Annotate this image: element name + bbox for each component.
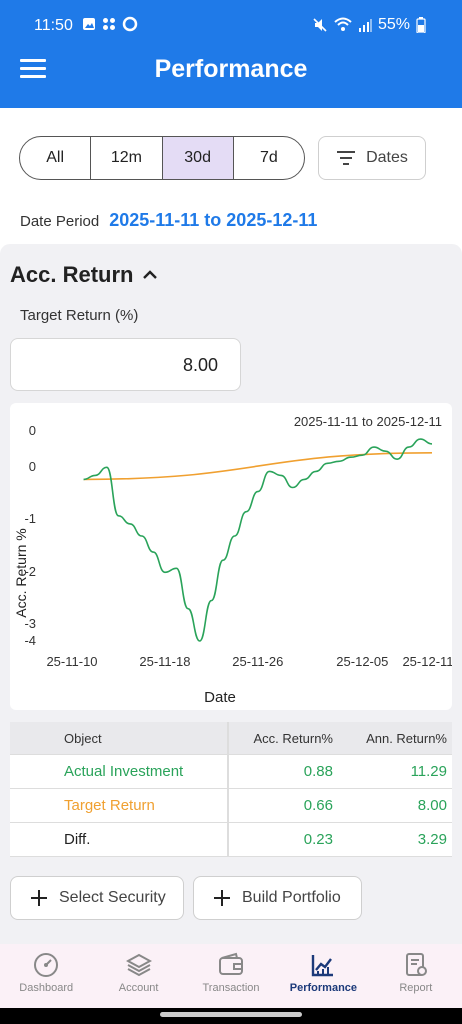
column-header-ann-return: Ann. Return% — [366, 730, 447, 746]
nav-report[interactable]: Report — [370, 944, 462, 1010]
y-tick-label: -2 — [24, 564, 36, 579]
dates-button[interactable]: Dates — [318, 136, 426, 180]
y-tick-label: -1 — [24, 511, 36, 526]
nav-transaction[interactable]: Transaction — [185, 944, 277, 1010]
layers-icon — [125, 953, 152, 977]
nav-dashboard-label: Dashboard — [19, 982, 74, 994]
circle-icon — [122, 16, 138, 32]
row-actual-name: Actual Investment — [10, 755, 229, 788]
date-period: Date Period 2025-11-11 to 2025-12-11 — [20, 210, 317, 231]
nav-account-label: Account — [118, 982, 159, 994]
date-period-value[interactable]: 2025-11-11 to 2025-12-11 — [109, 210, 318, 230]
x-tick-label: 25-11-10 — [46, 654, 97, 669]
row-actual-ann: 11.29 — [410, 763, 447, 780]
column-header-object: Object — [10, 722, 229, 754]
date-period-label: Date Period — [20, 213, 100, 230]
page-title: Performance — [154, 55, 308, 83]
gauge-icon — [34, 953, 59, 977]
battery-text: 55% — [377, 16, 410, 33]
chart-title: 2025-11-11 to 2025-12-11 — [294, 414, 442, 429]
build-portfolio-button[interactable]: Build Portfolio — [193, 876, 362, 920]
x-tick-label: 25-12-05 — [336, 654, 388, 669]
system-home-bar — [0, 1008, 462, 1024]
nav-performance[interactable]: Performance — [277, 944, 369, 1010]
tab-all[interactable]: All — [20, 137, 92, 179]
status-right-icons: 55% — [312, 16, 426, 34]
chart-icon — [312, 955, 334, 977]
row-diff-acc: 0.23 — [303, 831, 333, 848]
tab-7d[interactable]: 7d — [259, 149, 278, 166]
x-tick-label: 25-12-11 — [402, 654, 452, 669]
acc-return-title: Acc. Return — [10, 262, 134, 287]
acc-return-chart: 2025-11-11 to 2025-12-11 Date Acc. Retur… — [10, 403, 454, 710]
wallet-icon — [219, 952, 244, 975]
row-target-name: Target Return — [10, 789, 229, 822]
y-tick-label: 0 — [29, 459, 36, 474]
row-target-ann: 8.00 — [417, 797, 447, 814]
chevron-up-icon — [143, 270, 158, 279]
plus-icon — [31, 890, 47, 906]
tab-12m[interactable]: 12m — [91, 137, 163, 179]
plus-icon — [214, 890, 230, 906]
app-bar: Performance — [0, 50, 462, 108]
mute-icon — [313, 18, 327, 32]
column-header-acc-return: Acc. Return% — [253, 730, 333, 746]
target-return-label: Target Return (%) — [20, 307, 139, 324]
battery-icon — [416, 17, 426, 33]
build-portfolio-label: Build Portfolio — [242, 889, 341, 906]
series-line-actual-investment — [83, 438, 433, 642]
table-row: Target Return 0.66 8.00 — [10, 789, 452, 823]
tab-30d[interactable]: 30d — [162, 137, 234, 179]
chart-y-axis-label: Acc. Return % — [13, 528, 29, 617]
wifi-icon — [334, 17, 352, 31]
select-security-button[interactable]: Select Security — [10, 876, 184, 920]
nav-performance-label: Performance — [289, 982, 358, 994]
nav-report-label: Report — [399, 982, 433, 994]
home-indicator[interactable] — [160, 1012, 302, 1017]
nav-dashboard[interactable]: Dashboard — [0, 944, 92, 1010]
image-icon — [83, 18, 95, 30]
chart-svg: 2025-11-11 to 2025-12-11 Date Acc. Retur… — [13, 414, 454, 706]
dates-button-label: Dates — [366, 149, 408, 166]
apps-icon — [103, 18, 115, 30]
row-actual-acc: 0.88 — [303, 763, 333, 780]
select-security-label: Select Security — [59, 889, 166, 906]
series-line-target-return — [83, 452, 433, 481]
returns-table: Object Acc. Return% Ann. Return% Actual … — [10, 722, 452, 857]
y-tick-label: 0 — [29, 423, 36, 438]
x-tick-label: 25-11-18 — [139, 654, 190, 669]
range-segmented-control: All 12m 30d 7d — [19, 136, 305, 180]
row-target-acc: 0.66 — [303, 797, 333, 814]
y-tick-label: -3 — [24, 616, 36, 631]
nav-transaction-label: Transaction — [202, 982, 260, 994]
filter-icon — [337, 151, 356, 165]
report-icon — [405, 953, 427, 976]
signal-icon — [358, 19, 372, 32]
table-header-row: Object Acc. Return% Ann. Return% — [10, 722, 452, 755]
nav-account[interactable]: Account — [92, 944, 184, 1010]
acc-return-header[interactable]: Acc. Return — [10, 262, 158, 288]
status-bar: 11:50 55% — [0, 0, 462, 50]
chart-x-axis-label: Date — [204, 689, 236, 706]
x-tick-label: 25-11-26 — [232, 654, 283, 669]
table-row: Diff. 0.23 3.29 — [10, 823, 452, 857]
row-diff-ann: 3.29 — [417, 831, 447, 848]
status-time: 11:50 — [34, 17, 73, 34]
bottom-navigation: Dashboard Account Transaction Performanc… — [0, 944, 462, 1010]
target-return-input[interactable]: 8.00 — [10, 338, 241, 391]
row-diff-name: Diff. — [10, 823, 229, 856]
menu-icon[interactable] — [20, 59, 46, 79]
status-left-icons — [82, 16, 138, 32]
y-tick-label: -4 — [24, 633, 36, 648]
table-row: Actual Investment 0.88 11.29 — [10, 755, 452, 789]
